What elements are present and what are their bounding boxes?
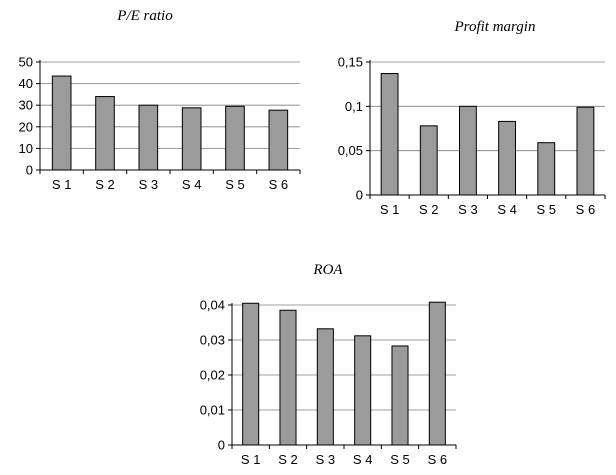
y-tick-label: 0: [26, 163, 33, 178]
bar: [138, 104, 159, 171]
bar: [354, 335, 372, 446]
x-tick-label: S 6: [428, 452, 448, 467]
x-tick-label: S 5: [390, 452, 410, 467]
x-tick-label: S 1: [52, 177, 72, 192]
bar: [380, 73, 399, 196]
bar: [95, 96, 115, 171]
x-tick-label: S 3: [139, 177, 159, 192]
x-tick-label: S 1: [241, 452, 261, 467]
bar: [316, 328, 334, 446]
x-tick-label: S 5: [225, 177, 245, 192]
x-tick-label: S 5: [536, 202, 556, 217]
x-tick-label: S 2: [278, 452, 298, 467]
y-tick-label: 10: [19, 141, 33, 156]
bar: [181, 107, 202, 171]
x-tick-label: S 1: [380, 202, 400, 217]
x-tick-label: S 3: [458, 202, 478, 217]
y-tick-label: 0,01: [200, 403, 225, 418]
bar: [428, 301, 446, 446]
chart-profit-margin: Profit margin 0 0,05 0,1 0,15 S 1 S 2 S 3 S 4 S 5…: [338, 19, 606, 217]
y-tick-label: 0: [356, 188, 363, 203]
bar: [458, 105, 477, 196]
bar: [537, 142, 556, 196]
y-tick-label: 0: [218, 438, 225, 453]
bar: [225, 105, 245, 171]
y-tick-label: 40: [19, 76, 33, 91]
bar: [268, 109, 289, 171]
x-tick-label: S 2: [419, 202, 439, 217]
x-tick-label: S 2: [95, 177, 115, 192]
y-tick-label: 0,05: [338, 143, 363, 158]
bar: [242, 302, 260, 446]
bar: [498, 120, 517, 196]
y-tick-label: 0,03: [200, 333, 225, 348]
y-tick-label: 30: [19, 98, 33, 113]
chart-title: ROA: [312, 262, 343, 278]
chart-title: Profit margin: [454, 19, 536, 35]
bar: [51, 75, 72, 171]
y-tick-label: 0,04: [200, 298, 225, 313]
y-tick-label: 0,02: [200, 368, 225, 383]
chart-roa: ROA 0 0,01 0,02 0,03 0,04 S 1 S 2 S 3 S 4 S 5 S 6: [200, 262, 457, 467]
chart-title: P/E ratio: [116, 8, 173, 24]
x-tick-label: S 4: [182, 177, 202, 192]
x-tick-label: S 6: [576, 202, 596, 217]
y-tick-label: 20: [19, 119, 33, 134]
bar: [576, 106, 595, 196]
bar: [391, 345, 409, 446]
y-tick-label: 0,15: [338, 55, 363, 70]
x-tick-label: S 3: [316, 452, 336, 467]
y-tick-label: 0,1: [345, 99, 363, 114]
y-tick-label: 50: [19, 55, 33, 70]
bar: [279, 309, 297, 446]
x-tick-label: S 6: [269, 177, 289, 192]
chart-pe-ratio: P/E ratio 0 10 20 30 40 50 S 1 S 2 S 3 S 4 S 5 S 6: [19, 8, 301, 192]
bar: [419, 125, 438, 196]
x-tick-label: S 4: [353, 452, 373, 467]
x-tick-label: S 4: [497, 202, 517, 217]
